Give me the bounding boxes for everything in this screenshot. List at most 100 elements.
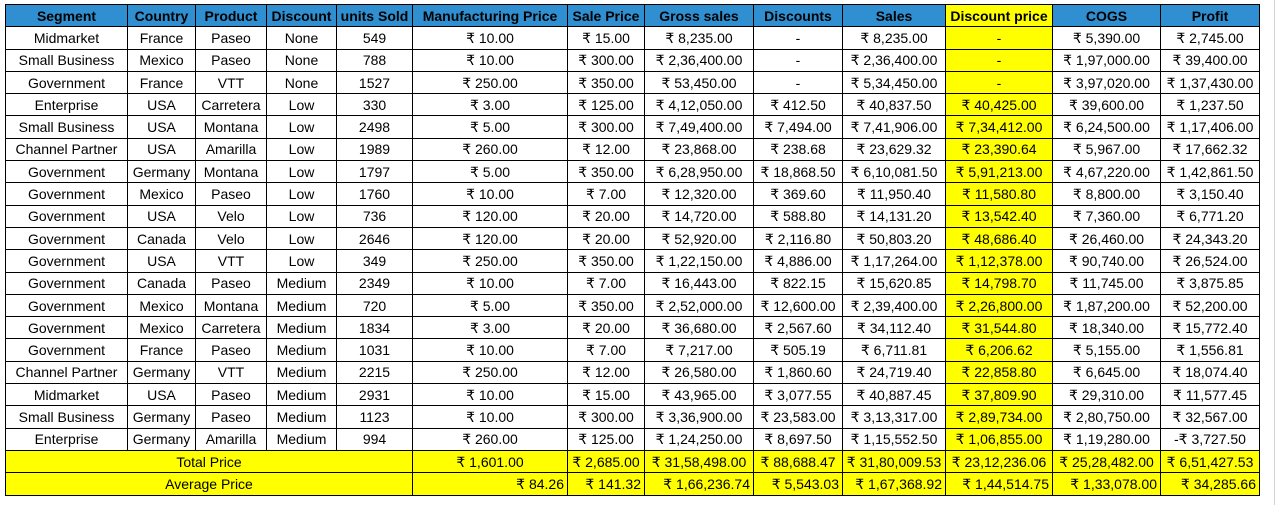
cell-product[interactable]: Paseo [195, 271, 267, 295]
cell-units-sold[interactable]: 788 [336, 48, 413, 72]
cell-discount-price[interactable]: ₹ 37,809.90 [945, 383, 1053, 407]
cell-profit[interactable]: ₹ 17,662.32 [1160, 137, 1260, 162]
cell-segment[interactable]: Channel Partner [5, 360, 128, 385]
cell-discount-price[interactable]: - [945, 70, 1053, 95]
summary-cell[interactable]: ₹ 34,285.66 [1160, 472, 1260, 496]
cell-sale-price[interactable]: ₹ 12.00 [567, 137, 645, 162]
column-header-gross-sales[interactable]: Gross sales [644, 3, 754, 28]
cell-sale-price[interactable]: ₹ 300.00 [567, 48, 645, 72]
cell-sales[interactable]: ₹ 11,950.40 [842, 182, 946, 206]
cell-cogs[interactable]: ₹ 18,340.00 [1052, 316, 1161, 340]
cell-product[interactable]: Montana [195, 115, 267, 139]
cell-sales[interactable]: ₹ 2,39,400.00 [842, 293, 946, 318]
cell-sale-price[interactable]: ₹ 20.00 [567, 204, 645, 228]
cell-manufacturing-price[interactable]: ₹ 5.00 [412, 293, 568, 318]
cell-product[interactable]: Paseo [195, 182, 267, 206]
cell-cogs[interactable]: ₹ 26,460.00 [1052, 226, 1161, 251]
cell-cogs[interactable]: ₹ 6,645.00 [1052, 360, 1161, 385]
cell-units-sold[interactable]: 2646 [336, 226, 413, 251]
column-header-cogs[interactable]: COGS [1052, 3, 1161, 28]
cell-country[interactable]: Canada [127, 271, 196, 295]
cell-profit[interactable]: ₹ 3,150.40 [1160, 182, 1260, 206]
summary-cell[interactable]: ₹ 141.32 [567, 472, 645, 496]
cell-segment[interactable]: Government [5, 70, 128, 95]
cell-discount-price[interactable]: ₹ 31,544.80 [945, 316, 1053, 340]
cell-product[interactable]: Carretera [195, 93, 267, 117]
cell-cogs[interactable]: ₹ 1,97,000.00 [1052, 48, 1161, 72]
cell-cogs[interactable]: ₹ 39,600.00 [1052, 93, 1161, 117]
summary-cell[interactable]: ₹ 31,58,498.00 [644, 449, 754, 474]
column-header-discount[interactable]: Discount [266, 3, 337, 28]
column-header-discount-price[interactable]: Discount price [945, 3, 1053, 28]
cell-discounts[interactable]: - [753, 26, 843, 50]
cell-discount-price[interactable]: ₹ 40,425.00 [945, 93, 1053, 117]
cell-country[interactable]: Germany [127, 360, 196, 385]
cell-gross-sales[interactable]: ₹ 7,217.00 [644, 338, 754, 362]
cell-cogs[interactable]: ₹ 4,67,220.00 [1052, 160, 1161, 184]
cell-cogs[interactable]: ₹ 29,310.00 [1052, 383, 1161, 407]
cell-manufacturing-price[interactable]: ₹ 5.00 [412, 160, 568, 184]
cell-manufacturing-price[interactable]: ₹ 3.00 [412, 93, 568, 117]
cell-gross-sales[interactable]: ₹ 43,965.00 [644, 383, 754, 407]
cell-gross-sales[interactable]: ₹ 7,49,400.00 [644, 115, 754, 139]
cell-units-sold[interactable]: 2498 [336, 115, 413, 139]
cell-sales[interactable]: ₹ 5,34,450.00 [842, 70, 946, 95]
cell-gross-sales[interactable]: ₹ 14,720.00 [644, 204, 754, 228]
cell-discount-price[interactable]: ₹ 23,390.64 [945, 137, 1053, 162]
cell-manufacturing-price[interactable]: ₹ 250.00 [412, 249, 568, 273]
cell-discounts[interactable]: ₹ 369.60 [753, 182, 843, 206]
cell-cogs[interactable]: ₹ 5,155.00 [1052, 338, 1161, 362]
cell-segment[interactable]: Government [5, 316, 128, 340]
cell-units-sold[interactable]: 1527 [336, 70, 413, 95]
cell-discount[interactable]: Medium [266, 360, 337, 385]
cell-discounts[interactable]: ₹ 7,494.00 [753, 115, 843, 139]
cell-gross-sales[interactable]: ₹ 26,580.00 [644, 360, 754, 385]
cell-country[interactable]: USA [127, 204, 196, 228]
cell-profit[interactable]: ₹ 24,343.20 [1160, 226, 1260, 251]
cell-manufacturing-price[interactable]: ₹ 10.00 [412, 48, 568, 72]
cell-discount-price[interactable]: ₹ 1,06,855.00 [945, 427, 1053, 451]
column-header-segment[interactable]: Segment [5, 3, 128, 28]
cell-discount[interactable]: Low [266, 160, 337, 184]
cell-gross-sales[interactable]: ₹ 8,235.00 [644, 26, 754, 50]
summary-cell[interactable]: ₹ 5,543.03 [753, 472, 843, 496]
cell-profit[interactable]: ₹ 39,400.00 [1160, 48, 1260, 72]
cell-discount-price[interactable]: ₹ 1,12,378.00 [945, 249, 1053, 273]
cell-discount[interactable]: Medium [266, 316, 337, 340]
summary-cell[interactable]: ₹ 1,601.00 [412, 449, 568, 474]
cell-product[interactable]: Carretera [195, 316, 267, 340]
cell-manufacturing-price[interactable]: ₹ 250.00 [412, 70, 568, 95]
cell-gross-sales[interactable]: ₹ 36,680.00 [644, 316, 754, 340]
column-header-product[interactable]: Product [195, 3, 267, 28]
cell-discount-price[interactable]: ₹ 2,26,800.00 [945, 293, 1053, 318]
cell-sale-price[interactable]: ₹ 350.00 [567, 160, 645, 184]
cell-discount[interactable]: Medium [266, 271, 337, 295]
summary-cell[interactable]: ₹ 1,44,514.75 [945, 472, 1053, 496]
cell-segment[interactable]: Small Business [5, 405, 128, 429]
cell-cogs[interactable]: ₹ 6,24,500.00 [1052, 115, 1161, 139]
cell-discounts[interactable]: ₹ 18,868.50 [753, 160, 843, 184]
summary-label[interactable]: Average Price [5, 472, 413, 496]
cell-sales[interactable]: ₹ 14,131.20 [842, 204, 946, 228]
cell-segment[interactable]: Enterprise [5, 93, 128, 117]
cell-gross-sales[interactable]: ₹ 2,52,000.00 [644, 293, 754, 318]
cell-gross-sales[interactable]: ₹ 53,450.00 [644, 70, 754, 95]
cell-sale-price[interactable]: ₹ 300.00 [567, 405, 645, 429]
cell-sale-price[interactable]: ₹ 350.00 [567, 293, 645, 318]
cell-sales[interactable]: ₹ 1,17,264.00 [842, 249, 946, 273]
summary-label[interactable]: Total Price [5, 449, 413, 474]
column-header-sale-price[interactable]: Sale Price [567, 3, 645, 28]
cell-discount-price[interactable]: ₹ 7,34,412.00 [945, 115, 1053, 139]
summary-cell[interactable]: ₹ 25,28,482.00 [1052, 449, 1161, 474]
cell-gross-sales[interactable]: ₹ 1,24,250.00 [644, 427, 754, 451]
column-header-sales[interactable]: Sales [842, 3, 946, 28]
cell-manufacturing-price[interactable]: ₹ 10.00 [412, 271, 568, 295]
cell-discounts[interactable]: ₹ 3,077.55 [753, 383, 843, 407]
cell-country[interactable]: Mexico [127, 293, 196, 318]
column-header-discounts[interactable]: Discounts [753, 3, 843, 28]
cell-discount[interactable]: Low [266, 249, 337, 273]
cell-segment[interactable]: Government [5, 338, 128, 362]
summary-cell[interactable]: ₹ 84.26 [412, 472, 568, 496]
cell-discount-price[interactable]: ₹ 2,89,734.00 [945, 405, 1053, 429]
cell-product[interactable]: Velo [195, 204, 267, 228]
